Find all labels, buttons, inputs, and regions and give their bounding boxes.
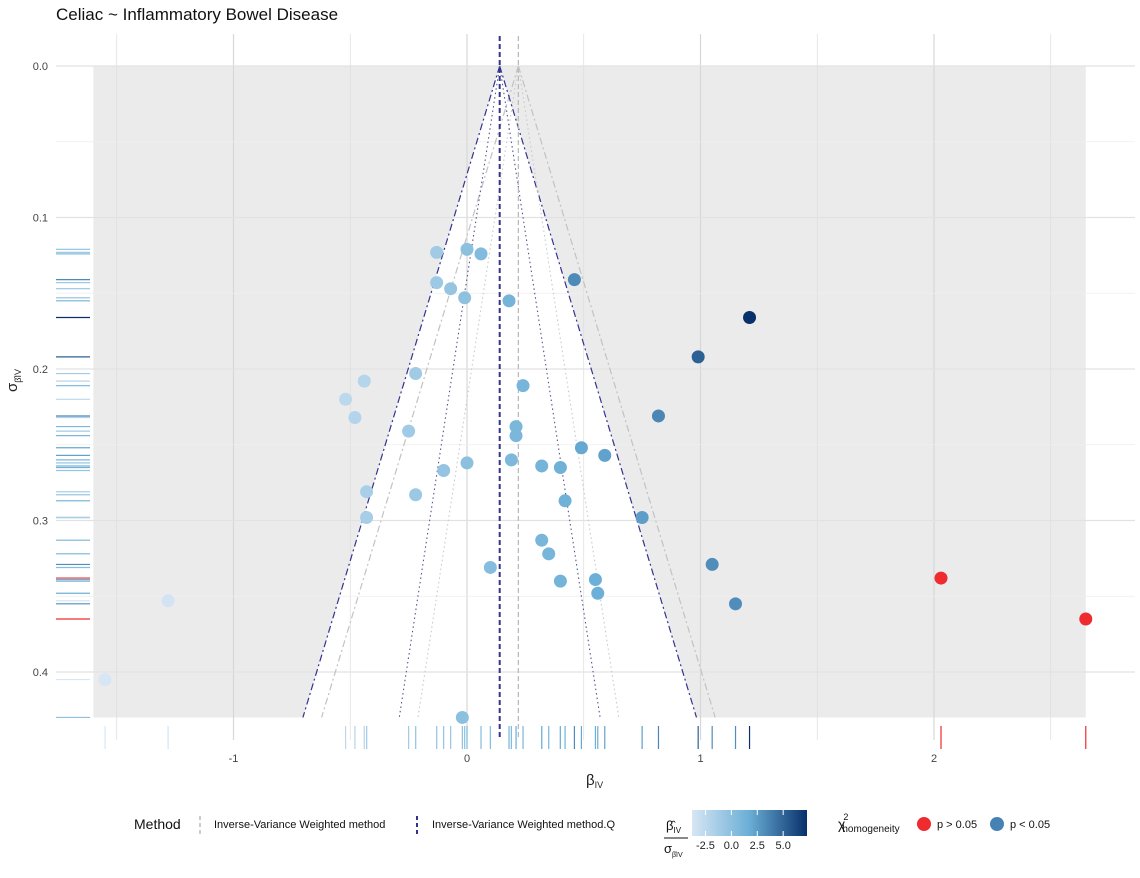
colorbar-tick-label-0: -2.5 bbox=[696, 840, 715, 852]
data-point-9 bbox=[691, 350, 705, 364]
data-point-18 bbox=[509, 429, 523, 443]
y-tick-label-2: 0.2 bbox=[33, 364, 48, 376]
data-point-23 bbox=[504, 453, 518, 467]
ivw-funnel-68-left bbox=[417, 65, 519, 718]
data-point-41 bbox=[1079, 612, 1093, 626]
data-point-20 bbox=[598, 448, 612, 462]
colorbar-tick-label-2: 2.5 bbox=[750, 840, 765, 852]
data-point-12 bbox=[339, 392, 353, 406]
data-point-21 bbox=[437, 464, 451, 478]
homog-red-label: p > 0.05 bbox=[937, 819, 977, 831]
data-point-17 bbox=[509, 420, 523, 434]
data-point-8 bbox=[743, 310, 757, 324]
x-axis-title: βIV bbox=[586, 772, 603, 790]
colorbar-title-top: β̂IV bbox=[666, 818, 682, 835]
data-point-0 bbox=[430, 245, 444, 259]
data-point-39 bbox=[161, 594, 175, 608]
x-tick-label-1: 0 bbox=[464, 753, 470, 765]
data-point-30 bbox=[360, 510, 374, 524]
data-point-5 bbox=[458, 291, 472, 305]
funnel-shaded-region bbox=[93, 66, 1086, 718]
y-tick-label-0: 0.0 bbox=[33, 61, 48, 73]
homog-title: χ2 homogeneity bbox=[838, 812, 900, 835]
data-point-33 bbox=[483, 560, 497, 574]
ivwq-funnel-95-right bbox=[499, 65, 698, 718]
chart-title: Celiac ~ Inflammatory Bowel Disease bbox=[56, 5, 338, 24]
legend-method-title: Method bbox=[134, 816, 181, 832]
data-point-25 bbox=[553, 460, 567, 474]
data-point-6 bbox=[502, 294, 516, 308]
legend-ivw-label: Inverse-Variance Weighted method bbox=[214, 819, 385, 831]
colorbar-title-bottom: σβ̂IV bbox=[664, 841, 683, 859]
y-tick-label-3: 0.3 bbox=[33, 516, 48, 528]
data-point-24 bbox=[535, 459, 549, 473]
data-point-26 bbox=[360, 485, 374, 499]
legend-homogeneity: χ2 homogeneity p > 0.05 p < 0.05 bbox=[838, 812, 1050, 835]
data-point-7 bbox=[567, 273, 581, 287]
ivwq-funnel-68-right bbox=[499, 65, 601, 718]
data-point-11 bbox=[357, 374, 371, 388]
homog-blue-key bbox=[990, 817, 1004, 831]
data-point-27 bbox=[409, 488, 423, 502]
colorbar-tick-label-3: 5.0 bbox=[776, 840, 791, 852]
legend-colorbar: β̂IV σβ̂IV -2.5 0.0 2.5 5.0 bbox=[664, 810, 807, 859]
data-point-28 bbox=[558, 494, 572, 508]
data-point-15 bbox=[651, 409, 665, 423]
ivwq-funnel-95-left bbox=[302, 65, 501, 718]
rug-marks bbox=[56, 248, 1087, 749]
data-point-16 bbox=[402, 424, 416, 438]
data-point-36 bbox=[588, 573, 602, 587]
data-point-40 bbox=[934, 571, 948, 585]
data-point-13 bbox=[348, 410, 362, 424]
ivw-funnel-95-right bbox=[517, 65, 716, 718]
data-point-35 bbox=[553, 574, 567, 588]
data-point-19 bbox=[574, 441, 588, 455]
data-point-4 bbox=[444, 282, 458, 296]
data-points bbox=[98, 242, 1093, 724]
y-tick-label-4: 0.4 bbox=[33, 667, 48, 679]
colorbar-tick-label-1: 0.0 bbox=[724, 840, 739, 852]
legend-ivwq-label: Inverse-Variance Weighted method.Q bbox=[432, 819, 615, 831]
data-point-22 bbox=[460, 456, 474, 470]
axis-labels: -1 0 1 2 0.0 0.1 0.2 0.3 0.4 bbox=[33, 61, 937, 765]
y-axis-title: σβ̂IV bbox=[4, 369, 23, 392]
data-point-2 bbox=[474, 247, 488, 261]
data-point-1 bbox=[460, 242, 474, 256]
ivw-funnel-95-left bbox=[321, 65, 519, 718]
homog-red-key bbox=[917, 817, 931, 831]
data-point-31 bbox=[535, 533, 549, 547]
grid-lines bbox=[56, 34, 1135, 740]
x-tick-label-3: 2 bbox=[931, 753, 937, 765]
data-point-43 bbox=[455, 710, 469, 724]
colorbar-ticks: -2.5 0.0 2.5 5.0 bbox=[696, 810, 791, 852]
homog-blue-label: p < 0.05 bbox=[1010, 819, 1050, 831]
data-point-14 bbox=[516, 379, 530, 393]
legend-method: Method Inverse-Variance Weighted method … bbox=[134, 816, 615, 834]
data-point-3 bbox=[430, 276, 444, 290]
y-tick-label-1: 0.1 bbox=[33, 213, 48, 225]
data-point-32 bbox=[542, 547, 556, 561]
data-point-34 bbox=[705, 557, 719, 571]
data-point-42 bbox=[98, 673, 112, 687]
data-point-37 bbox=[591, 586, 605, 600]
x-tick-label-2: 1 bbox=[697, 753, 703, 765]
x-tick-label-0: -1 bbox=[229, 753, 239, 765]
ivwq-funnel-68-left bbox=[398, 65, 501, 718]
data-point-29 bbox=[635, 510, 649, 524]
data-point-10 bbox=[409, 367, 423, 381]
ivw-funnel-68-right bbox=[517, 65, 620, 718]
colorbar-gradient bbox=[692, 810, 807, 836]
data-point-38 bbox=[729, 597, 743, 611]
